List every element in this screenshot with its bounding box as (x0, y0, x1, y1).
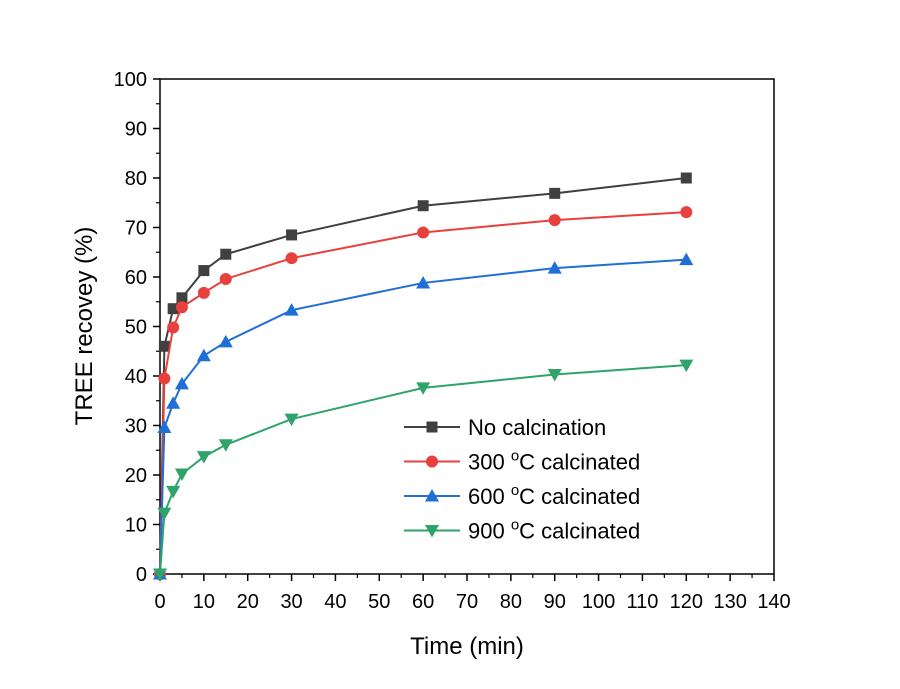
x-tick-label: 140 (757, 591, 790, 613)
series-4 (153, 359, 694, 581)
data-point (679, 252, 694, 266)
data-point (174, 468, 189, 482)
data-point (549, 187, 561, 199)
x-tick-label: 120 (670, 591, 703, 613)
data-point (284, 413, 299, 427)
legend-label: 900 oC calcinated (468, 517, 640, 544)
x-tick-label: 130 (713, 591, 746, 613)
data-point (680, 172, 692, 184)
x-tick-label: 20 (237, 591, 259, 613)
data-point (220, 248, 232, 260)
series-line (159, 364, 687, 575)
legend-marker (425, 489, 439, 502)
y-tick-label: 70 (125, 218, 147, 240)
data-point (166, 396, 181, 409)
data-point (166, 485, 181, 499)
y-axis-title: TREE recovey (%) (71, 227, 98, 426)
data-point (218, 439, 233, 452)
y-tick-label: 0 (136, 564, 147, 586)
legend-item: 600 oC calcinated (404, 482, 640, 509)
x-axis: 0 10 20 30 40 50 60 70 80 90 100 110 120 130 140 (154, 574, 791, 613)
legend-marker (425, 525, 439, 538)
series-3 (153, 252, 694, 580)
series-line (159, 211, 687, 575)
x-tick-label: 90 (544, 591, 566, 613)
data-point (218, 334, 233, 348)
y-tick-label: 20 (125, 465, 147, 487)
data-point (416, 382, 431, 395)
series-line (159, 258, 687, 575)
legend-marker (426, 455, 438, 468)
data-point (153, 568, 167, 581)
y-tick-label: 40 (125, 366, 147, 388)
x-tick-label: 0 (154, 591, 165, 613)
legend-label: 600 oC calcinated (468, 482, 640, 509)
data-point (680, 206, 693, 219)
x-tick-label: 30 (280, 591, 302, 613)
data-point (286, 229, 298, 241)
data-point (157, 420, 172, 433)
x-tick-label: 110 (626, 591, 658, 613)
legend-marker (426, 421, 438, 433)
data-point (416, 275, 431, 289)
data-point (175, 301, 188, 314)
data-point (284, 303, 299, 316)
data-point (167, 321, 180, 334)
y-tick-label: 30 (125, 416, 147, 438)
y-tick-label: 90 (125, 119, 147, 141)
y-tick-label: 10 (125, 515, 147, 537)
data-point (197, 286, 210, 299)
data-point (157, 507, 172, 521)
data-point (196, 451, 211, 464)
data-point (198, 265, 210, 277)
data-point (417, 200, 429, 212)
data-point (548, 214, 561, 227)
legend-label: 300 oC calcinated (468, 448, 640, 475)
data-point (176, 292, 188, 304)
data-point (219, 272, 232, 285)
y-tick-label: 100 (114, 69, 147, 91)
y-tick-label: 60 (125, 267, 147, 289)
y-tick-label: 50 (125, 317, 147, 339)
x-tick-label: 70 (456, 591, 478, 613)
data-point (285, 252, 298, 265)
x-tick-label: 10 (193, 591, 215, 613)
data-point (158, 340, 170, 352)
legend-item: No calcination (404, 415, 606, 440)
x-tick-label: 60 (412, 591, 434, 613)
legend-item: 900 oC calcinated (404, 517, 640, 544)
data-point (167, 303, 179, 315)
data-point (417, 226, 430, 239)
y-axis: 0 10 20 30 40 50 60 70 80 90 100 (114, 69, 160, 586)
data-point (158, 372, 171, 385)
legend: No calcination 300 oC calcinated 600 oC ca… (404, 415, 640, 544)
y-tick-label: 80 (125, 168, 147, 190)
data-point (196, 348, 211, 362)
x-tick-label: 80 (500, 591, 522, 613)
legend-label: No calcination (468, 415, 606, 440)
x-axis-title: Time (min) (410, 633, 524, 660)
x-tick-label: 100 (582, 591, 615, 613)
data-point (174, 376, 189, 390)
data-point (679, 359, 694, 373)
data-point (547, 369, 562, 382)
legend-item: 300 oC calcinated (404, 448, 640, 475)
x-tick-label: 50 (368, 591, 390, 613)
data-point (547, 261, 562, 274)
x-tick-label: 40 (324, 591, 346, 613)
series-layer (153, 172, 694, 581)
plot-frame (159, 78, 775, 575)
